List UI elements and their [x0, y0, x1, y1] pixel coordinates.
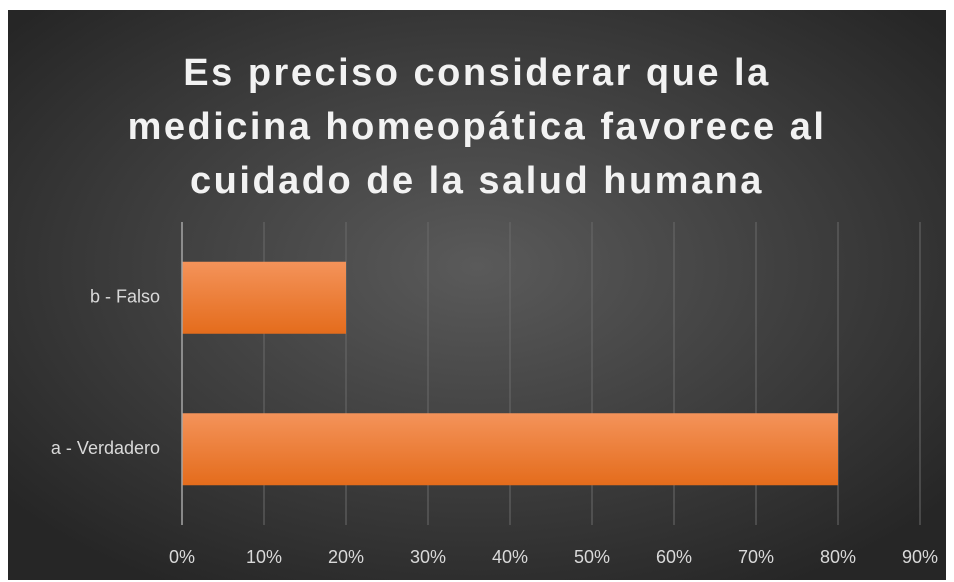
x-tick-label: 90%: [902, 547, 938, 567]
y-tick-label: b - Falso: [90, 287, 160, 307]
bar: [182, 261, 346, 334]
chart-title: Es preciso considerar que la: [183, 52, 770, 94]
bar: [182, 413, 838, 486]
x-tick-label: 0%: [169, 547, 195, 567]
y-tick-label: a - Verdadero: [51, 438, 160, 458]
x-tick-label: 60%: [656, 547, 692, 567]
x-tick-label: 70%: [738, 547, 774, 567]
x-tick-label: 30%: [410, 547, 446, 567]
chart-title: cuidado de la salud humana: [190, 160, 764, 202]
x-tick-label: 40%: [492, 547, 528, 567]
x-tick-label: 10%: [246, 547, 282, 567]
x-tick-label: 50%: [574, 547, 610, 567]
x-tick-label: 20%: [328, 547, 364, 567]
x-tick-label: 80%: [820, 547, 856, 567]
chart-title: medicina homeopática favorece al: [128, 106, 827, 148]
